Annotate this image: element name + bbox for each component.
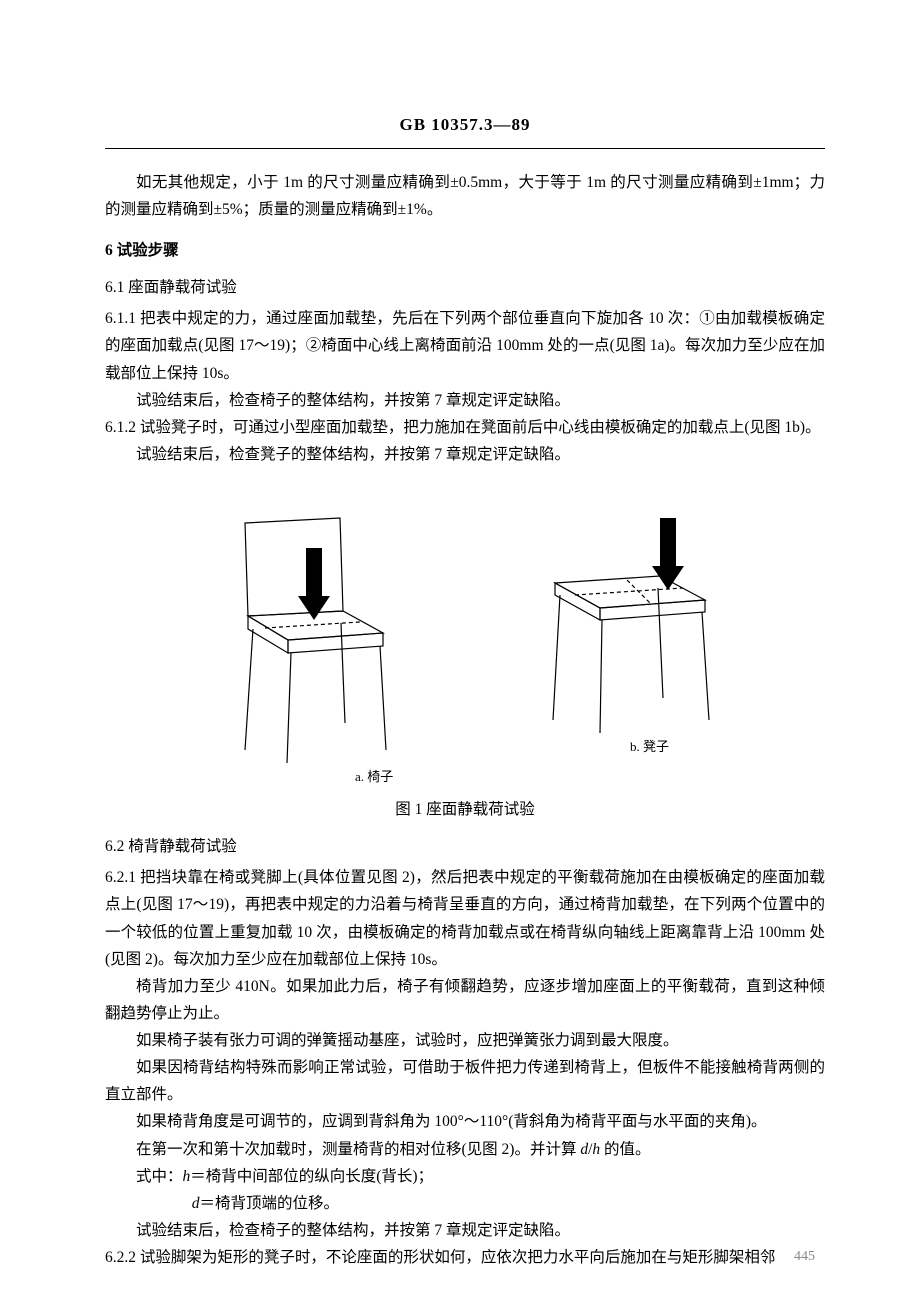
header-rule — [105, 148, 825, 149]
section-6-heading: 6 试验步骤 — [105, 237, 825, 264]
intro-paragraph: 如无其他规定，小于 1m 的尺寸测量应精确到±0.5mm，大于等于 1m 的尺寸… — [105, 169, 825, 223]
standard-code: GB 10357.3—89 — [105, 110, 825, 140]
formula-prefix: 式中： — [136, 1168, 183, 1185]
para-6-1-1-after: 试验结束后，检查椅子的整体结构，并按第 7 章规定评定缺陷。 — [105, 387, 825, 414]
para-6-2-f: 式中：h＝椅背中间部位的纵向长度(背长)； — [105, 1163, 825, 1190]
para-6-2-e-suffix: 的值。 — [600, 1141, 650, 1158]
para-6-2-c: 如果因椅背结构特殊而影响正常试验，可借助于板件把力传递到椅背上，但板件不能接触椅… — [105, 1054, 825, 1108]
figure-1-title: 图 1 座面静载荷试验 — [105, 796, 825, 823]
para-6-2-2: 6.2.2 试验脚架为矩形的凳子时，不论座面的形状如何，应依次把力水平向后施加在… — [105, 1244, 825, 1271]
figure-1-caption-b: b. 凳子 — [630, 736, 669, 759]
d-definition: ＝椅背顶端的位移。 — [200, 1195, 340, 1212]
para-6-2-g: d＝椅背顶端的位移。 — [105, 1190, 825, 1217]
h-definition: ＝椅背中间部位的纵向长度(背长)； — [190, 1168, 433, 1185]
var-d: d — [580, 1141, 588, 1158]
var-d-def: d — [192, 1195, 200, 1212]
para-6-2-a: 椅背加力至少 410N。如果加此力后，椅子有倾翻趋势，应逐步增加座面上的平衡载荷… — [105, 973, 825, 1027]
para-6-1-2: 6.1.2 试验凳子时，可通过小型座面加载垫，把力施加在凳面前后中心线由模板确定… — [105, 414, 825, 441]
figure-1: a. 椅子 b. 凳子 — [105, 488, 825, 788]
para-6-2-e: 在第一次和第十次加载时，测量椅背的相对位移(见图 2)。并计算 d/h 的值。 — [105, 1136, 825, 1163]
para-6-2-d: 如果椅背角度是可调节的，应调到背斜角为 100°～110°(背斜角为椅背平面与水… — [105, 1108, 825, 1135]
para-6-2-1: 6.2.1 把挡块靠在椅或凳脚上(具体位置见图 2)，然后把表中规定的平衡载荷施… — [105, 864, 825, 973]
var-h: h — [592, 1141, 600, 1158]
document-page: GB 10357.3—89 如无其他规定，小于 1m 的尺寸测量应精确到±0.5… — [0, 0, 920, 1305]
para-6-2-e-prefix: 在第一次和第十次加载时，测量椅背的相对位移(见图 2)。并计算 — [136, 1141, 580, 1158]
para-6-1-2-after: 试验结束后，检查凳子的整体结构，并按第 7 章规定评定缺陷。 — [105, 441, 825, 468]
para-6-1-1: 6.1.1 把表中规定的力，通过座面加载垫，先后在下列两个部位垂直向下旋加各 1… — [105, 305, 825, 386]
section-6-1-heading: 6.1 座面静载荷试验 — [105, 274, 825, 301]
section-6-2-heading: 6.2 椅背静载荷试验 — [105, 833, 825, 860]
page-number: 445 — [794, 1245, 815, 1270]
para-6-2-b: 如果椅子装有张力可调的弹簧摇动基座，试验时，应把弹簧张力调到最大限度。 — [105, 1027, 825, 1054]
figure-1-svg — [105, 488, 825, 778]
para-6-2-h: 试验结束后，检查椅子的整体结构，并按第 7 章规定评定缺陷。 — [105, 1217, 825, 1244]
figure-1-caption-a: a. 椅子 — [355, 766, 393, 789]
